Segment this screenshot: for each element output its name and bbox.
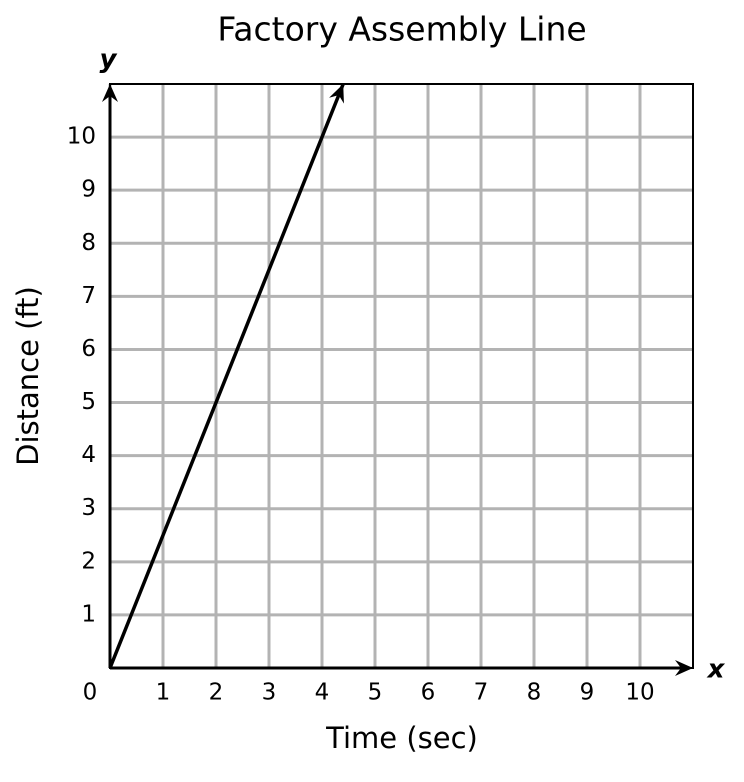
y-tick-label: 1 (81, 601, 96, 627)
y-tick-label: 6 (81, 336, 96, 362)
grid (108, 84, 693, 668)
data (102, 83, 693, 676)
y-axis-label: Distance (ft) (11, 286, 45, 466)
x-tick-label: 5 (368, 680, 383, 706)
y-tick-label: 10 (67, 124, 96, 150)
x-tick-label: 8 (527, 680, 542, 706)
y-axis-letter: y (100, 45, 118, 75)
y-tick-label: 7 (81, 283, 96, 309)
x-tick-label: 0 (83, 680, 98, 706)
y-tick-label: 8 (81, 230, 96, 256)
y-tick-label: 9 (81, 177, 96, 203)
x-tick-label: 2 (209, 680, 224, 706)
y-tick-label: 2 (81, 548, 96, 574)
x-tick-label: 4 (315, 680, 330, 706)
x-axis-arrow (675, 660, 693, 676)
x-axis-letter: x (706, 655, 726, 685)
x-tick-label: 6 (421, 680, 436, 706)
y-tick-label: 3 (81, 495, 96, 521)
x-tick-label: 1 (156, 680, 171, 706)
x-tick-label: 10 (625, 680, 654, 706)
y-axis-arrow (102, 84, 118, 102)
line-arrow (329, 84, 344, 104)
x-axis-label: Time (sec) (325, 721, 478, 755)
x-tick-label: 3 (262, 680, 277, 706)
x-tick-label: 9 (580, 680, 595, 706)
plot-border (109, 83, 694, 669)
y-tick-label: 4 (81, 442, 96, 468)
data-line (108, 83, 345, 669)
x-tick-label: 7 (474, 680, 489, 706)
y-tick-label: 5 (81, 389, 96, 415)
chart-title: Factory Assembly Line (217, 10, 586, 49)
